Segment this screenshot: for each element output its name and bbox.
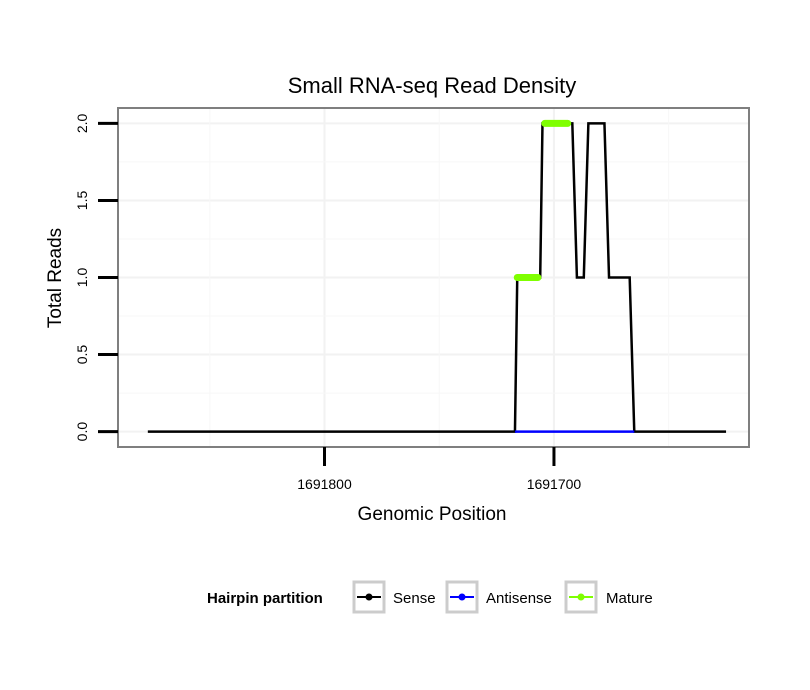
legend-label: Sense bbox=[393, 590, 436, 607]
chart-title: Small RNA-seq Read Density bbox=[288, 73, 577, 98]
y-tick-label: 1.5 bbox=[74, 191, 90, 211]
legend-label: Mature bbox=[606, 590, 653, 607]
legend-title: Hairpin partition bbox=[207, 590, 323, 607]
gridlines bbox=[118, 108, 749, 447]
y-axis-label: Total Reads bbox=[45, 228, 66, 328]
y-tick-label: 2.0 bbox=[74, 113, 90, 133]
y-tick-label: 0.0 bbox=[74, 422, 90, 442]
legend-item-antisense: Antisense bbox=[445, 580, 552, 614]
y-tick-label: 1.0 bbox=[74, 268, 90, 288]
x-axis: 1691800 1691700 bbox=[297, 447, 581, 492]
legend: Hairpin partition Sense Antisense Mature bbox=[207, 580, 653, 614]
legend-item-mature: Mature bbox=[564, 580, 653, 614]
legend-item-sense: Sense bbox=[352, 580, 436, 614]
y-axis: 0.0 0.5 1.0 1.5 2.0 bbox=[74, 113, 118, 441]
legend-key-dot bbox=[458, 593, 466, 601]
x-tick-label: 1691700 bbox=[527, 476, 582, 492]
legend-key-dot bbox=[365, 593, 373, 601]
x-tick-label: 1691800 bbox=[297, 476, 352, 492]
legend-key-dot bbox=[577, 593, 585, 601]
series-layer bbox=[147, 119, 727, 433]
y-tick-label: 0.5 bbox=[74, 345, 90, 365]
x-axis-label: Genomic Position bbox=[358, 504, 507, 525]
legend-label: Antisense bbox=[486, 590, 552, 607]
